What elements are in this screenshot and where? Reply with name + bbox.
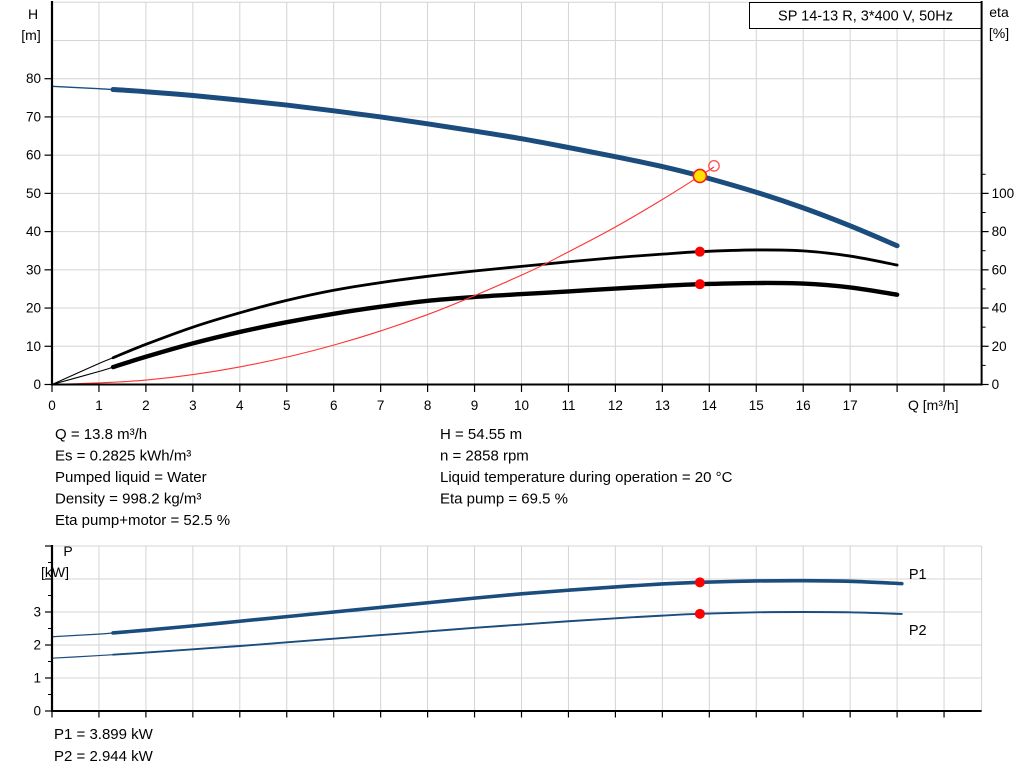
eta-pump-thin: [51, 357, 114, 386]
p2-curve: [112, 611, 903, 656]
q-tick-label: 10: [514, 398, 529, 413]
system-curve: [51, 166, 715, 386]
q-tick-label: 17: [843, 398, 858, 413]
upper-chart-curves: [51, 85, 900, 386]
eta-pump-point: [694, 246, 705, 257]
h-tick-label: 0: [33, 377, 41, 392]
eta-tick-label: 60: [992, 262, 1007, 277]
q-tick-label: 15: [749, 398, 764, 413]
info-eta-pump-motor: Eta pump+motor = 52.5 %: [55, 512, 230, 529]
requested-point-circle: [708, 160, 720, 172]
q-tick-label: 0: [48, 398, 56, 413]
eta-tick-label: 80: [992, 224, 1007, 239]
q-tick-label: 2: [142, 398, 150, 413]
power-result-block: P1 = 3.899 kW P2 = 2.944 kW: [54, 726, 154, 765]
upper-chart-markers: [692, 160, 720, 290]
eta-tick-label: 100: [992, 186, 1015, 201]
p1-curve-thin: [51, 632, 114, 638]
h-tick-label: 60: [26, 148, 41, 163]
q-tick-label: 3: [189, 398, 197, 413]
h-tick-label: 20: [26, 301, 41, 316]
q-tick-label: 14: [702, 398, 718, 413]
p-tick-label: 2: [33, 638, 41, 653]
chart-title: SP 14-13 R, 3*400 V, 50Hz: [778, 9, 953, 25]
info-liquid-temp: Liquid temperature during operation = 20…: [440, 469, 733, 486]
q-tick-label: 8: [424, 398, 432, 413]
eta-pump: [111, 248, 899, 360]
eta-axis-unit: [%]: [989, 25, 1009, 41]
info-h: H = 54.55 m: [440, 426, 522, 443]
p2-point: [694, 608, 705, 619]
info-q: Q = 13.8 m³/h: [55, 426, 147, 443]
p1-point: [694, 577, 705, 588]
chart-title-box: [749, 2, 982, 29]
q-tick-label: 16: [796, 398, 811, 413]
result-p1: P1 = 3.899 kW: [54, 726, 154, 743]
info-es: Es = 0.2825 kWh/m³: [55, 448, 191, 465]
upper-chart-axes: 0 1 2 3 4 5 6 7 8 9 10 11 12 13 14 15 16 1701020304050607…: [26, 1, 1014, 413]
p-axis-label: P: [63, 543, 72, 559]
lower-chart-gridlines: [52, 545, 983, 711]
p-tick-label: 0: [33, 704, 41, 719]
lower-chart-axes: 0 1 2 3: [33, 545, 982, 719]
q-tick-label: 12: [608, 398, 623, 413]
h-tick-label: 30: [26, 262, 41, 277]
operating-data-block: Q = 13.8 m³/h Es = 0.2825 kWh/m³ Pumped …: [55, 426, 733, 529]
lower-chart-series-labels: P1 P2: [909, 567, 927, 639]
result-p2: P2 = 2.944 kW: [54, 748, 154, 765]
q-tick-label: 7: [377, 398, 385, 413]
info-eta-pump: Eta pump = 69.5 %: [440, 491, 568, 508]
p-axis-unit: [kW]: [41, 564, 69, 580]
eta-tick-label: 0: [992, 377, 1000, 392]
info-density: Density = 998.2 kg/m³: [55, 491, 201, 508]
lower-chart-markers: [694, 577, 705, 619]
p2-curve-thin: [51, 654, 114, 659]
q-axis-label: Q [m³/h]: [908, 397, 959, 413]
p1-curve: [111, 578, 904, 635]
q-tick-label: 4: [236, 398, 244, 413]
h-axis-label: H: [28, 6, 38, 22]
p2-curve-label: P2: [909, 623, 927, 639]
eta-pump-motor-thin: [51, 366, 114, 386]
info-pumped-liquid: Pumped liquid = Water: [55, 469, 207, 486]
lower-chart-curves: [51, 578, 904, 659]
p-tick-label: 3: [33, 605, 41, 620]
eta-pump-motor-point: [694, 279, 705, 290]
h-tick-label: 50: [26, 186, 41, 201]
pump-curve-thin: [51, 85, 114, 91]
h-axis-unit: [m]: [21, 27, 40, 43]
q-tick-label: 1: [95, 398, 103, 413]
h-tick-label: 10: [26, 339, 41, 354]
h-tick-label: 80: [26, 71, 41, 86]
info-speed: n = 2858 rpm: [440, 448, 529, 465]
duty-point[interactable]: [692, 168, 708, 184]
q-tick-label: 11: [561, 398, 575, 413]
q-tick-label: 9: [471, 398, 479, 413]
q-tick-label: 5: [283, 398, 291, 413]
h-tick-label: 40: [26, 224, 41, 239]
q-tick-label: 6: [330, 398, 338, 413]
eta-pump-motor: [110, 280, 900, 370]
pump-curve: [110, 87, 900, 249]
p-tick-label: 1: [33, 671, 41, 686]
eta-tick-label: 20: [992, 339, 1007, 354]
p1-curve-label: P1: [909, 567, 927, 583]
eta-tick-label: 40: [992, 301, 1007, 316]
q-tick-label: 13: [655, 398, 670, 413]
h-tick-label: 70: [26, 109, 41, 124]
eta-axis-label: eta: [989, 4, 1009, 20]
